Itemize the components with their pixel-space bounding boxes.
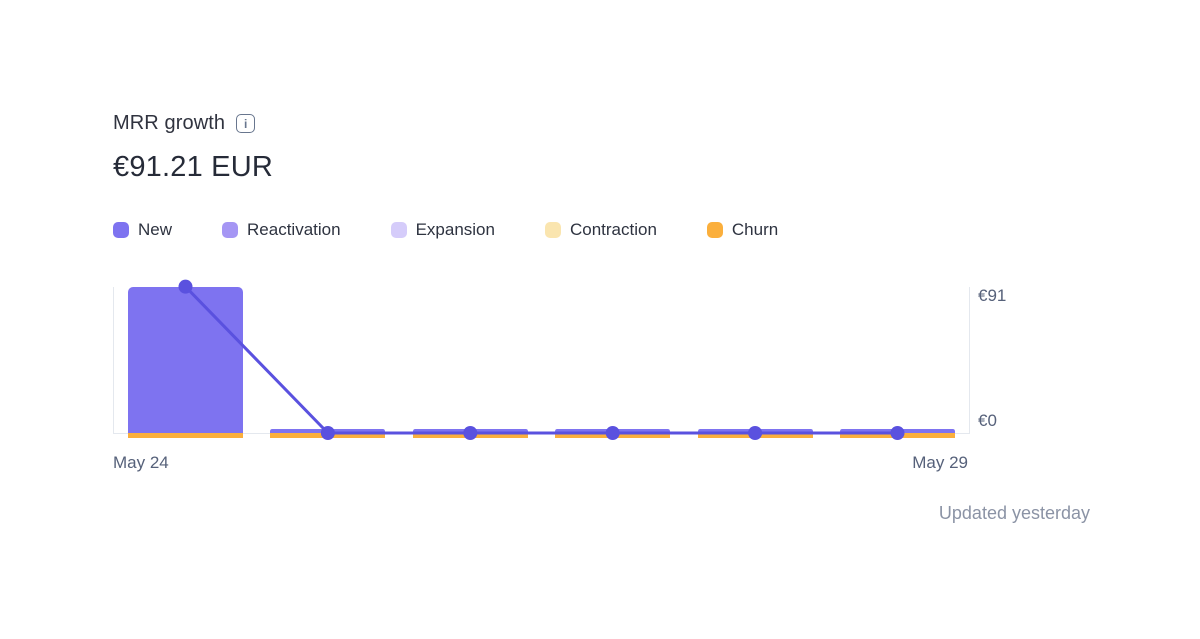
legend-item-expansion: Expansion — [390, 220, 495, 240]
chart-plot-area[interactable] — [113, 279, 970, 440]
mrr-total-value: €91.21 EUR — [113, 151, 273, 183]
legend-item-churn: Churn — [706, 220, 779, 240]
bar-churn-may-25 — [270, 433, 386, 438]
legend-swatch-contraction-icon — [544, 222, 561, 238]
bar-churn-may-24 — [128, 433, 243, 438]
legend-item-reactivation: Reactivation — [222, 220, 341, 240]
chart-legend: New Reactivation Expansion Contraction C… — [113, 220, 778, 240]
info-icon[interactable]: i — [236, 114, 256, 133]
legend-item-new: New — [113, 220, 172, 240]
legend-swatch-churn-icon — [706, 222, 723, 238]
y-tick-91: €91 — [978, 286, 1007, 305]
updated-status: Updated yesterday — [938, 503, 1090, 523]
x-tick-may-24: May 24 — [113, 453, 169, 472]
y-axis-line-right — [969, 287, 970, 434]
legend-swatch-reactivation-icon — [222, 222, 239, 238]
legend-label: Reactivation — [247, 220, 341, 239]
bar-churn-may-26 — [412, 433, 528, 438]
bar-churn-may-28 — [697, 433, 813, 438]
y-tick-0: €0 — [978, 411, 997, 430]
legend-swatch-expansion-icon — [390, 222, 407, 238]
bar-churn-may-29 — [840, 433, 955, 438]
bar-churn-may-27 — [555, 433, 671, 438]
legend-label: Churn — [731, 220, 779, 239]
bar-new-may-24 — [128, 286, 243, 433]
legend-label: Contraction — [569, 220, 657, 239]
chart-header: MRR growth i — [113, 112, 256, 135]
legend-swatch-new-icon — [113, 222, 129, 238]
x-tick-may-29: May 29 — [912, 453, 968, 472]
legend-label: New — [138, 220, 173, 239]
legend-label: Expansion — [415, 220, 495, 239]
legend-item-contraction: Contraction — [544, 220, 657, 240]
page-title: MRR growth — [113, 112, 226, 134]
y-axis-line-left — [113, 287, 114, 433]
